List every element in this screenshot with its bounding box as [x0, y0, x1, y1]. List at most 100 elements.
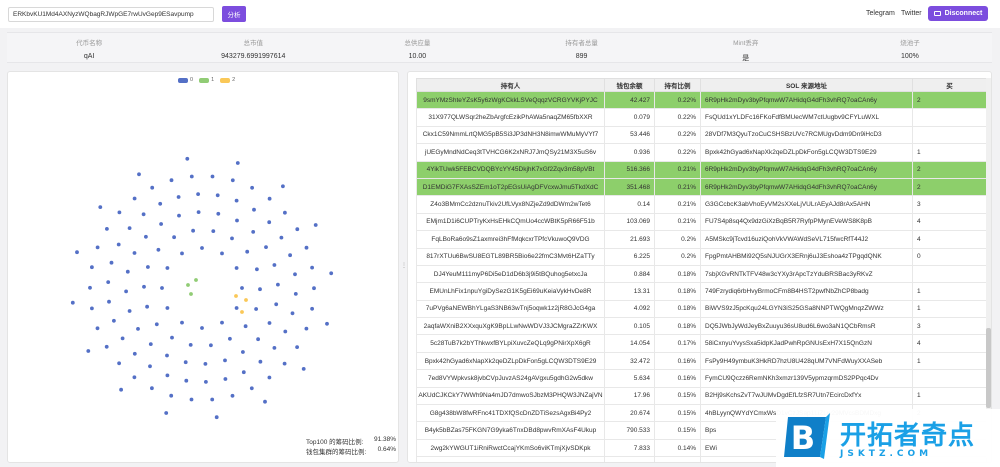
- holder-bubble[interactable]: [189, 174, 194, 179]
- holder-address-cell[interactable]: DJ4YeuM111myP6Di5eD1dD6b3j9i5tBQuhog5etx…: [416, 264, 605, 284]
- holder-bubble[interactable]: [106, 280, 111, 284]
- holder-bubble[interactable]: [267, 321, 272, 325]
- holder-bubble[interactable]: [274, 302, 279, 307]
- sol-source-cell[interactable]: BiWVS9zJ5pcKqu24LGYN3iS25GSa8NNPTWQgMnqz…: [700, 299, 913, 319]
- cluster-bubble[interactable]: [189, 292, 193, 296]
- holder-bubble[interactable]: [164, 411, 169, 415]
- column-header-percent[interactable]: 持有比例: [654, 78, 701, 92]
- holder-bubble[interactable]: [254, 307, 258, 311]
- holder-bubble[interactable]: [189, 397, 194, 402]
- holder-bubble[interactable]: [220, 251, 224, 256]
- holder-address-cell[interactable]: 5c28TuB7k2bYThkwxfBYLpiXuvcZeQLq9gPNirXp…: [416, 334, 605, 353]
- twitter-link[interactable]: Twitter: [901, 10, 922, 17]
- sol-source-cell[interactable]: FpgPmtAHBMi92Q5sNJUGrX3ERnj6uJ3Eshoa4zTP…: [700, 247, 913, 266]
- holder-bubble[interactable]: [112, 318, 116, 323]
- telegram-link[interactable]: Telegram: [866, 10, 895, 17]
- sol-source-cell[interactable]: 7sbjXGvRNTkTFV48w3cYXy3rApcTzYduBRSBac3y…: [700, 264, 913, 284]
- scrollbar-thumb[interactable]: [986, 328, 991, 408]
- holder-bubble[interactable]: [223, 358, 227, 363]
- cluster-bubble[interactable]: [186, 283, 190, 287]
- holder-bubble[interactable]: [295, 227, 300, 232]
- holder-bubble[interactable]: [188, 343, 193, 347]
- holder-bubble[interactable]: [258, 359, 263, 364]
- holder-address-cell[interactable]: 817rXTUu6BwSU8EGTL89BR5Bio6e22fmC3Mvt6HZ…: [416, 247, 605, 266]
- holder-bubble[interactable]: [310, 306, 314, 311]
- holder-bubble[interactable]: [104, 344, 109, 349]
- holder-address-cell[interactable]: EMUnLhFix1npuYgiDySezG1K5gEi69uKeiaVykHv…: [416, 282, 605, 301]
- sol-source-cell[interactable]: FsQUd1xYLDFc16FKoFdfBMUecWM7ctUugbv9CFYL…: [700, 108, 913, 127]
- holder-bubble[interactable]: [90, 265, 94, 270]
- holder-bubble[interactable]: [180, 320, 184, 325]
- holder-bubble[interactable]: [144, 234, 148, 239]
- holder-bubble[interactable]: [230, 393, 235, 398]
- table-row[interactable]: 7ed8VYWpkvsk8jvbCVpJuvzAS24gAVgxu5gdhG2w…: [416, 369, 987, 388]
- holder-bubble[interactable]: [165, 266, 170, 270]
- holder-bubble[interactable]: [169, 178, 174, 183]
- holder-bubble[interactable]: [95, 326, 100, 331]
- holder-bubble[interactable]: [267, 220, 272, 225]
- holder-bubble[interactable]: [241, 350, 245, 354]
- holder-bubble[interactable]: [301, 367, 306, 371]
- holder-bubble[interactable]: [240, 286, 244, 290]
- holder-bubble[interactable]: [136, 327, 140, 331]
- token-address-input[interactable]: [8, 7, 214, 22]
- holder-bubble[interactable]: [196, 210, 201, 215]
- holder-bubble[interactable]: [256, 337, 260, 342]
- holder-bubble[interactable]: [267, 196, 272, 201]
- holder-bubble[interactable]: [177, 213, 181, 218]
- holder-bubble[interactable]: [156, 247, 161, 252]
- holder-bubble[interactable]: [310, 265, 314, 270]
- holder-bubble[interactable]: [216, 211, 221, 216]
- table-row[interactable]: FqLBoRa6o9sZ1axmrei3hFfMqkcxrTPfcVkuwoQ9…: [416, 230, 987, 249]
- holder-address-cell[interactable]: 31X977QLWSqr2heZbArgfcEzikPhAWa5naqZM65f…: [416, 108, 605, 127]
- holder-bubble[interactable]: [105, 227, 109, 231]
- sol-source-cell[interactable]: B2Hj9sKchsZvT7wJUMvDgdEfLfzSR7Utn7EcircD…: [700, 386, 913, 406]
- table-row[interactable]: jUEGyMndNdCeq3tTVHCG6K2xNRJ7JmQSy21M3X5u…: [416, 143, 987, 162]
- holder-bubble[interactable]: [117, 361, 121, 366]
- holder-bubble[interactable]: [258, 287, 262, 292]
- holder-bubble[interactable]: [88, 285, 92, 290]
- sol-source-cell[interactable]: FU7S4p8sq4Qx9dzGiXzBqB5R7RyfpPMynEVeWS8K…: [700, 212, 913, 232]
- table-scrollbar[interactable]: [986, 78, 991, 458]
- holder-bubble[interactable]: [255, 267, 259, 272]
- holder-bubble[interactable]: [141, 212, 146, 217]
- holder-bubble[interactable]: [228, 336, 232, 341]
- holder-bubble[interactable]: [98, 205, 103, 210]
- holder-bubble[interactable]: [304, 245, 309, 250]
- table-row[interactable]: 4YikTUwk5FEBCVDQBYcYY45DkjhK7xGf2Zqv3m58…: [416, 160, 987, 179]
- holder-address-cell[interactable]: Ckx1C59NmmLrtQMG5pB5Si3JP3dNH3N8imwWMuMy…: [416, 125, 605, 145]
- column-header-holder[interactable]: 持有人: [416, 78, 605, 92]
- holder-bubble[interactable]: [220, 320, 224, 325]
- holder-address-cell[interactable]: AeJbAQqyAPfvQHAriZNF2F3r3zyteNF5KvPM9qiN…: [416, 456, 605, 462]
- holder-bubble[interactable]: [150, 185, 155, 190]
- holder-bubble[interactable]: [293, 292, 298, 296]
- holder-bubble[interactable]: [127, 309, 132, 313]
- holder-bubble[interactable]: [70, 300, 75, 305]
- holder-bubble[interactable]: [170, 335, 174, 340]
- holder-address-cell[interactable]: 9smYMzShteYZsK5y6zWgKCkkLSVeQqqzVCRGYVKj…: [416, 90, 605, 110]
- holder-bubble[interactable]: [263, 399, 267, 404]
- holder-bubble[interactable]: [132, 375, 137, 380]
- sol-source-cell[interactable]: 749Fzrydiq6rbHvyBrmoCFm8B4HST2pwfNbZhCP8…: [700, 282, 913, 301]
- holder-bubble[interactable]: [312, 286, 316, 291]
- holder-bubble[interactable]: [148, 364, 152, 369]
- holder-bubble[interactable]: [282, 361, 287, 366]
- holder-bubble[interactable]: [116, 242, 121, 247]
- holder-bubble[interactable]: [245, 249, 250, 254]
- table-row[interactable]: 817rXTUu6BwSU8EGTL89BR5Bio6e22fmC3Mvt6HZ…: [416, 247, 987, 266]
- cluster-bubble[interactable]: [194, 278, 198, 282]
- holder-bubble[interactable]: [276, 282, 280, 287]
- holder-bubble[interactable]: [290, 311, 295, 316]
- cluster-bubble[interactable]: [244, 298, 248, 302]
- holder-bubble[interactable]: [203, 362, 208, 366]
- table-row[interactable]: 31X977QLWSqr2heZbArgfcEzikPhAWa5naqZM65f…: [416, 108, 987, 127]
- sol-source-cell[interactable]: 6R9pHk2mDyv3byPfqmwW7AHidqG4dFh3vhRQ7oaC…: [700, 90, 913, 110]
- column-header-balance[interactable]: 钱包余额: [604, 78, 655, 92]
- sol-source-cell[interactable]: Bpxk42hGyad6xNapXk2qeDZLpDkFon5gLCQW3DTS…: [700, 143, 913, 162]
- holder-bubble[interactable]: [75, 250, 79, 255]
- holder-bubble[interactable]: [180, 251, 184, 256]
- table-row[interactable]: DJ4YeuM111myP6Di5eD1dD6b3j9i5tBQuhog5etx…: [416, 264, 987, 284]
- sol-source-cell[interactable]: DQ5JWbJyWdJeyBxZuuyu36sU8ud6L6wo3aN1QCbR…: [700, 317, 913, 336]
- sol-source-cell[interactable]: FsPy9H49ymbuK3HkRD7hzU8U428qUM7VNFdWuyXX…: [700, 351, 913, 371]
- holder-bubble[interactable]: [172, 235, 177, 240]
